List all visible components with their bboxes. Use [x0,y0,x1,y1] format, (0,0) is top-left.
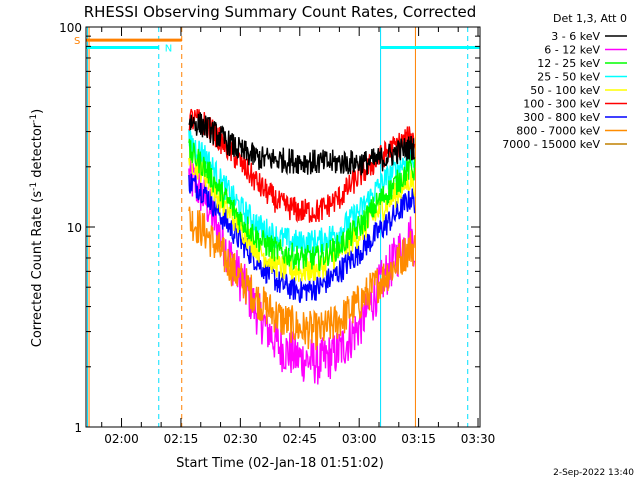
legend-label: 6 - 12 keV [544,44,600,57]
plot-frame [85,26,481,428]
legend-label: 100 - 300 keV [523,98,600,111]
plot-area: N [86,27,480,427]
axes: S 1 10 100 02:00 02:15 02:30 02:45 03:00 03:15 03:… [59,21,495,446]
x-tick-label: 03:15 [401,432,436,446]
legend-label: 12 - 25 keV [537,57,600,70]
legend-label: 25 - 50 keV [537,71,600,84]
saa-label: S [74,36,80,47]
legend-label: 7000 - 15000 keV [502,138,600,151]
series-trace-0 [188,112,416,176]
x-tick-label: 02:45 [282,432,317,446]
x-axis-label: Start Time (02-Jan-18 01:51:02) [176,456,384,471]
y-axis-label-end: ) [30,109,45,114]
y-tick-label: 10 [67,221,82,235]
y-axis-label: Corrected Count Rate (s-1 detector-1) [29,109,45,347]
footer-timestamp: 2-Sep-2022 13:40 [553,468,634,478]
series-trace-6 [188,173,416,303]
legend-header: Det 1,3, Att 0 [553,12,627,25]
x-tick-label: 03:30 [461,432,496,446]
y-axis-label-sup-1: -1 [29,182,39,191]
x-tick-label: 03:00 [342,432,377,446]
night-label: N [165,43,172,54]
series-trace-7 [188,206,416,351]
x-tick-label: 02:30 [223,432,258,446]
legend-label: 50 - 100 keV [530,84,600,97]
y-tick-label: 100 [59,21,82,35]
legend-label: 800 - 7000 keV [516,125,600,138]
legend-label: 3 - 6 keV [551,30,600,43]
series-trace-2 [188,138,416,272]
y-tick-label: 1 [74,421,82,435]
y-axis-label-sup-2: -1 [29,114,39,123]
legend-label: 300 - 800 keV [523,111,600,124]
x-tick-label: 02:00 [104,432,139,446]
x-tick-label: 02:15 [164,432,199,446]
y-axis-label-mid: detector [30,122,45,182]
chart-title: RHESSI Observing Summary Count Rates, Co… [84,3,477,21]
